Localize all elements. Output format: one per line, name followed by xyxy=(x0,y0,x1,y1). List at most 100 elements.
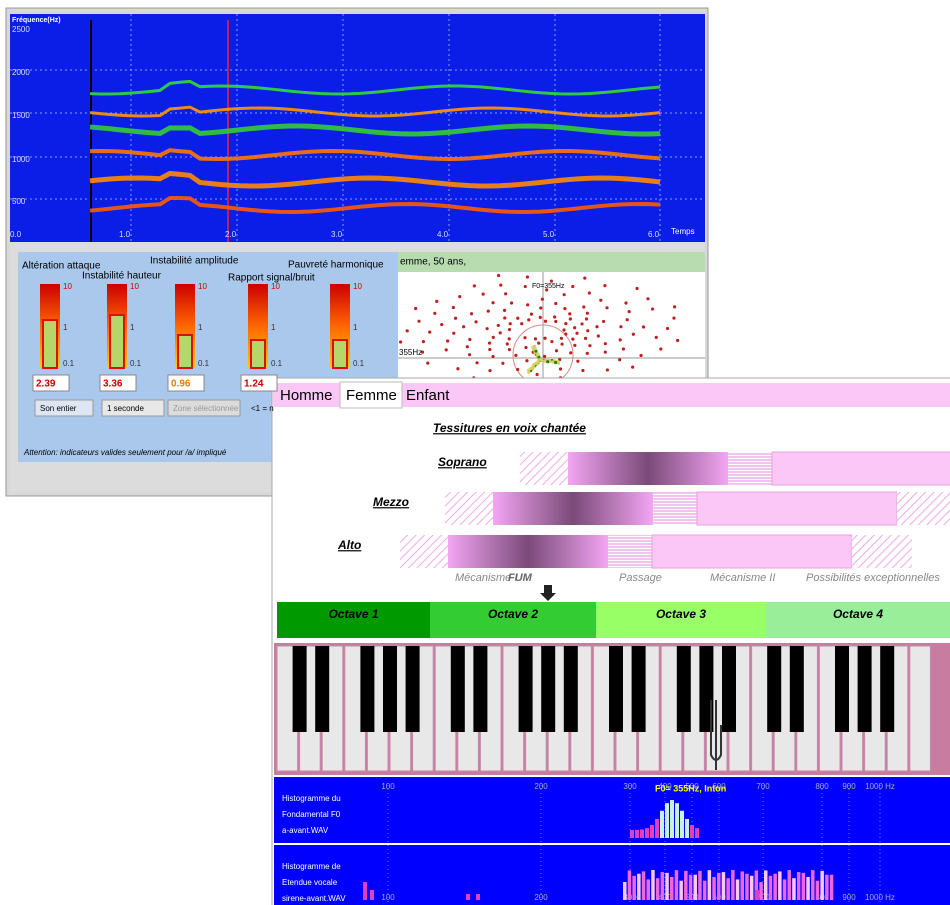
gauge-scale: 10 xyxy=(63,282,72,291)
button-label[interactable]: <1 = n xyxy=(251,404,274,413)
gauge-level xyxy=(177,334,193,369)
black-key xyxy=(450,646,465,732)
histogram-bar xyxy=(721,872,726,900)
histogram-bar xyxy=(646,879,650,900)
exceptional xyxy=(520,452,568,485)
black-key xyxy=(676,646,691,732)
point xyxy=(603,350,607,354)
y-tick-label: 2500 xyxy=(12,25,30,34)
histogram-bar xyxy=(754,870,759,900)
freq-label: 300 xyxy=(623,782,637,791)
freq-label: 700 xyxy=(756,782,770,791)
histogram-bar xyxy=(632,875,636,900)
legend-label: Mécanisme I xyxy=(455,572,517,584)
point xyxy=(525,275,530,279)
freq-label: 100 xyxy=(381,893,395,902)
point xyxy=(527,368,531,372)
point xyxy=(553,315,557,319)
harmonic-trace xyxy=(89,79,661,96)
point xyxy=(641,325,646,329)
point xyxy=(491,301,495,305)
point xyxy=(581,368,585,373)
histogram-bar xyxy=(670,800,674,838)
octave-label: Octave 2 xyxy=(488,607,538,621)
histogram-bar xyxy=(811,870,815,900)
passage xyxy=(608,535,652,568)
point xyxy=(516,367,520,372)
black-key xyxy=(722,646,736,732)
value-box xyxy=(167,374,205,392)
button-label[interactable]: 1 seconde xyxy=(107,404,144,413)
histogram-bar xyxy=(685,818,689,838)
harmonic-trace xyxy=(89,105,661,118)
histogram-bar xyxy=(726,878,730,900)
point xyxy=(571,337,575,341)
point xyxy=(487,341,492,345)
button-label[interactable]: Zone sélectionnée xyxy=(173,404,239,413)
point xyxy=(665,326,670,331)
freq-label: 1000 Hz xyxy=(865,893,895,902)
tab[interactable]: Enfant xyxy=(406,387,450,404)
point xyxy=(554,319,558,324)
point xyxy=(650,307,655,311)
point xyxy=(533,337,538,341)
point xyxy=(573,343,577,347)
button[interactable] xyxy=(101,399,165,417)
point xyxy=(502,308,507,312)
histogram xyxy=(274,777,950,843)
point xyxy=(529,366,533,371)
freq-label: 800 xyxy=(815,782,829,791)
histogram-bar xyxy=(825,874,829,900)
histogram-bar xyxy=(630,829,634,838)
histogram-bar xyxy=(363,882,367,900)
tab[interactable]: Homme xyxy=(280,387,333,404)
histogram-bar xyxy=(655,878,660,900)
histogram-bar xyxy=(370,890,374,900)
point xyxy=(465,345,469,349)
point xyxy=(505,342,509,346)
point xyxy=(568,312,572,316)
point xyxy=(562,328,566,332)
histogram-bar xyxy=(635,829,639,838)
point xyxy=(584,317,589,321)
histogram-label: sirene-avant.WAV xyxy=(282,894,346,903)
gauge-scale: 1 xyxy=(271,323,276,332)
point xyxy=(491,335,495,339)
scatter-points xyxy=(398,272,705,386)
x-axis-title: Temps xyxy=(671,227,695,236)
indicator-value: 1.24 xyxy=(244,379,264,390)
point xyxy=(508,322,512,326)
scatter-label: F0=355Hz xyxy=(532,283,565,290)
gauge-scale: 0.1 xyxy=(353,359,365,368)
point xyxy=(569,351,573,355)
point xyxy=(551,360,555,364)
histogram-bar xyxy=(731,870,735,900)
indicator-value: 2.39 xyxy=(36,379,56,390)
point xyxy=(420,350,425,354)
histogram-bar xyxy=(660,872,665,900)
histogram-label: a-avant.WAV xyxy=(282,826,329,835)
point xyxy=(576,359,580,363)
tab[interactable]: Femme xyxy=(346,387,397,404)
point xyxy=(452,331,456,335)
button[interactable] xyxy=(34,399,94,417)
button[interactable] xyxy=(167,399,241,417)
exceptional xyxy=(400,535,448,568)
histogram-bar xyxy=(693,874,697,900)
button-label[interactable]: Son entier xyxy=(40,404,77,413)
point xyxy=(676,338,680,343)
point xyxy=(585,351,589,355)
black-key xyxy=(473,646,488,732)
point xyxy=(587,291,591,295)
point xyxy=(481,292,485,296)
point xyxy=(654,335,658,339)
point xyxy=(456,367,460,371)
x-tick-label: 5.0 xyxy=(543,230,555,239)
histogram-bar xyxy=(640,829,644,838)
harmonic-trace xyxy=(89,170,661,189)
point xyxy=(624,301,628,305)
point xyxy=(549,279,554,283)
point xyxy=(520,322,524,326)
histogram-bar xyxy=(792,878,796,900)
